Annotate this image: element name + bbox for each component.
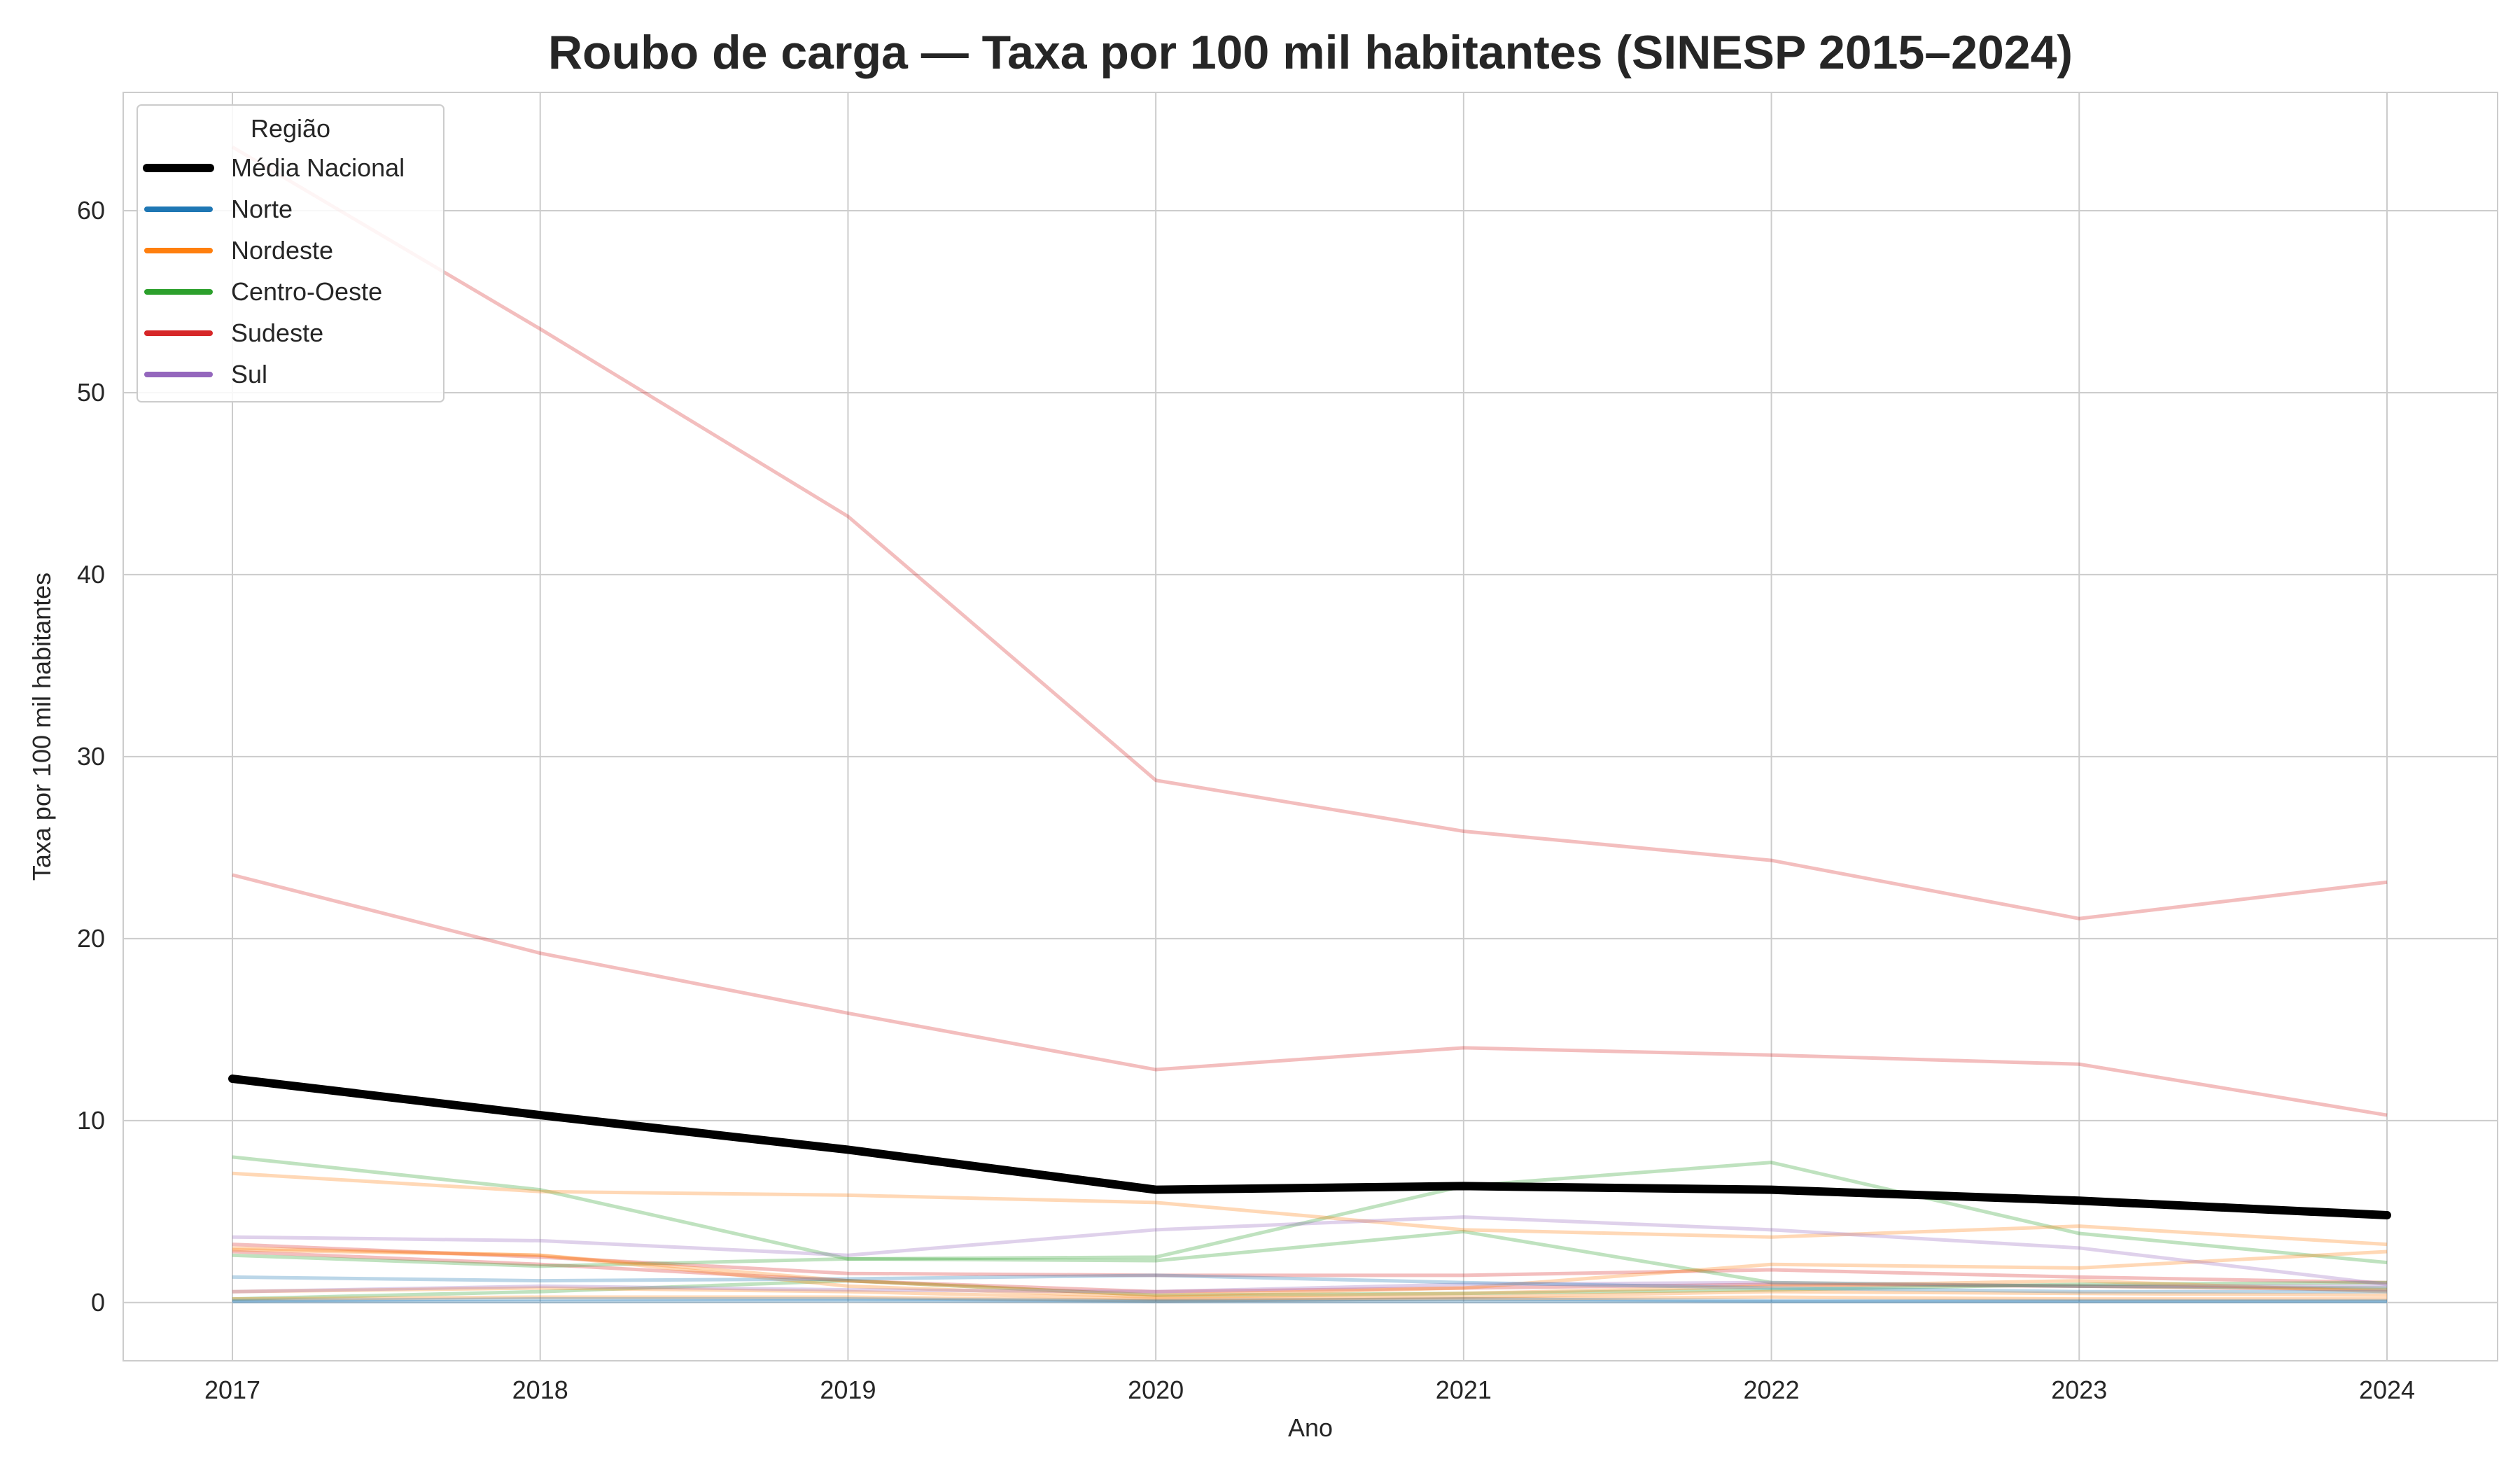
legend-label: Sudeste [231, 318, 323, 347]
series-line-centro-oeste-5 [232, 1155, 2388, 1265]
y-tick-label: 10 [77, 1106, 105, 1135]
y-tick-label: 50 [77, 378, 105, 407]
y-tick-label: 0 [91, 1288, 105, 1317]
legend-label: Média Nacional [231, 153, 405, 182]
series-line-nordeste-10 [232, 1247, 2388, 1299]
series-line-sudeste-4 [232, 1250, 2388, 1294]
y-tick-label: 20 [77, 924, 105, 953]
x-axis-ticks: 2017 2018 2019 2020 2021 2022 2023 2024 [204, 1376, 2415, 1404]
series-line-sudeste-2 [232, 873, 2388, 1117]
y-axis-label: Taxa por 100 mil habitantes [27, 573, 56, 881]
x-tick-label: 2018 [512, 1376, 568, 1404]
x-tick-label: 2021 [1436, 1376, 1492, 1404]
plot-frame [122, 92, 2498, 1362]
legend-label: Norte [231, 195, 293, 223]
series-line-centro-oeste-7 [232, 1279, 2388, 1301]
series-line-norte-16 [232, 1297, 2387, 1303]
series-line-sul-13 [232, 1215, 2388, 1287]
y-tick-label: 60 [77, 196, 105, 225]
series-line-nordeste-11 [232, 1286, 2388, 1301]
y-tick-label: 40 [77, 560, 105, 589]
series-line-sul-14 [232, 1280, 2387, 1294]
legend: Região Média Nacional Norte Nordeste Centro… [136, 104, 444, 402]
x-tick-label: 2024 [2359, 1376, 2415, 1404]
series-layer [231, 145, 2388, 1304]
chart-title: Roubo de carga — Taxa por 100 mil habita… [548, 26, 2073, 79]
x-tick-label: 2020 [1128, 1376, 1184, 1404]
legend-entries: Média Nacional Norte Nordeste Centro-Oeste S… [143, 153, 405, 388]
national-average-line [228, 1074, 2391, 1220]
x-axis-label: Ano [1288, 1413, 1333, 1442]
y-tick-label: 30 [77, 742, 105, 771]
x-tick-label: 2023 [2051, 1376, 2107, 1404]
series-line-nordeste-8 [232, 1171, 2388, 1247]
x-tick-label: 2019 [820, 1376, 876, 1404]
legend-box [136, 104, 444, 402]
y-axis-ticks: 0 10 20 30 40 50 60 [77, 196, 105, 1317]
legend-title: Região [251, 114, 330, 143]
series-line-centro-oeste-6 [232, 1229, 2388, 1290]
plot-area [122, 92, 2498, 1362]
grid [123, 92, 2498, 1361]
legend-label: Centro-Oeste [231, 277, 382, 306]
series-line-sudeste-3 [232, 1242, 2388, 1284]
legend-label: Nordeste [231, 236, 333, 265]
series-line-nordeste-12 [232, 1295, 2387, 1303]
x-tick-label: 2022 [1744, 1376, 1800, 1404]
series-line-sudeste-1 [231, 145, 2388, 920]
series-line-nordeste-9 [232, 1246, 2388, 1297]
x-tick-label: 2017 [204, 1376, 260, 1404]
national-average-layer [228, 1074, 2391, 1220]
series-line-norte-15 [232, 1273, 2387, 1294]
legend-label: Sul [231, 360, 267, 388]
